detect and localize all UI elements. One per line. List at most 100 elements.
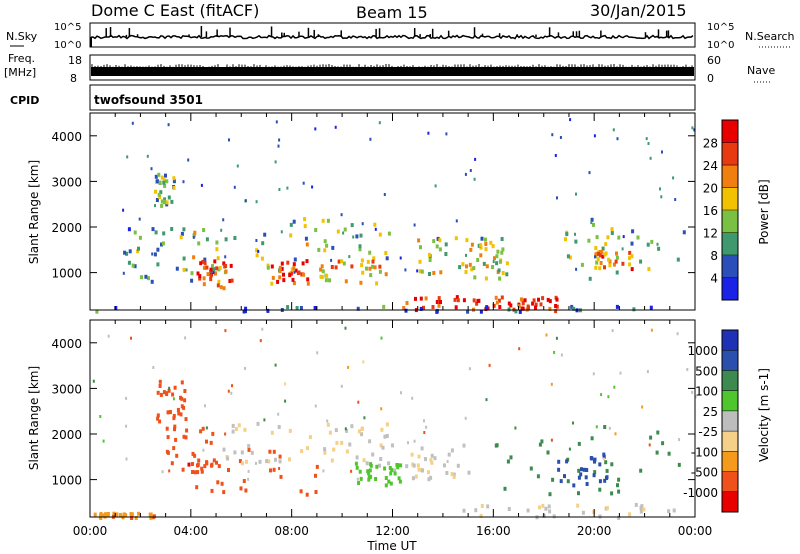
data-point: [342, 231, 345, 235]
data-point: [106, 512, 110, 516]
data-point: [577, 441, 581, 446]
data-point: [295, 306, 299, 310]
data-point: [288, 273, 292, 278]
data-point: [360, 258, 364, 263]
data-point: [352, 235, 355, 239]
data-point: [154, 230, 158, 235]
data-point: [216, 480, 220, 485]
data-point: [373, 222, 377, 227]
data-point: [628, 262, 632, 267]
nave-tick-top: 60: [707, 54, 721, 67]
data-point: [263, 232, 267, 237]
data-point: [179, 412, 183, 417]
data-point: [168, 469, 171, 473]
data-point: [303, 217, 307, 222]
data-point: [311, 185, 314, 189]
data-point: [595, 235, 599, 240]
data-point: [330, 265, 334, 269]
data-point: [540, 439, 544, 444]
data-point: [411, 396, 414, 400]
data-point: [274, 457, 277, 462]
data-point: [182, 180, 185, 184]
data-point: [267, 459, 271, 464]
data-point: [450, 472, 454, 477]
data-point: [198, 276, 202, 281]
data-point: [414, 296, 417, 301]
data-point: [391, 443, 394, 448]
data-point: [430, 453, 434, 458]
data-point: [619, 371, 622, 375]
data-point: [127, 227, 131, 232]
data-point: [446, 460, 449, 463]
data-point: [661, 441, 665, 446]
data-point: [606, 235, 610, 240]
data-point: [529, 466, 533, 471]
data-point: [428, 272, 431, 276]
velocity-frame: [89, 319, 696, 518]
nsearch-tick-bottom: 10^0: [707, 40, 734, 51]
data-point: [444, 242, 448, 247]
data-point: [464, 172, 467, 176]
data-point: [427, 252, 431, 257]
data-point: [172, 186, 176, 190]
data-point: [384, 272, 388, 277]
data-point: [450, 448, 454, 453]
data-point: [220, 481, 224, 486]
data-point: [435, 309, 439, 314]
velocity-colorbar-label: Velocity [m s-1]: [757, 368, 771, 462]
data-point: [360, 432, 364, 437]
data-point: [174, 437, 178, 442]
data-point: [672, 508, 676, 513]
data-point: [485, 398, 488, 402]
velocity-data-region: [92, 326, 697, 520]
data-point: [236, 164, 239, 168]
data-point: [261, 241, 265, 246]
data-point: [222, 218, 225, 222]
colorbar-segment: [722, 491, 738, 513]
data-point: [286, 260, 290, 265]
data-point: [419, 296, 423, 301]
data-point: [165, 426, 169, 431]
data-point: [589, 456, 593, 460]
data-point: [498, 259, 502, 264]
data-point: [263, 418, 266, 422]
data-point: [168, 410, 172, 414]
data-point: [587, 238, 591, 243]
colorbar-frame: [721, 329, 739, 513]
y-tick-label: 1000: [51, 474, 82, 488]
data-point: [617, 515, 621, 520]
data-point: [537, 297, 540, 302]
data-point: [322, 469, 325, 473]
data-point: [572, 306, 576, 311]
data-point: [166, 410, 170, 415]
data-point: [476, 258, 480, 262]
data-point: [598, 266, 602, 271]
data-point: [399, 463, 403, 468]
data-point: [579, 472, 583, 477]
data-point: [266, 308, 270, 313]
data-point: [616, 483, 619, 488]
data-point: [347, 365, 350, 369]
y-tick-label: 3000: [51, 382, 82, 396]
data-point: [276, 279, 280, 284]
data-point: [495, 443, 499, 448]
data-point: [468, 262, 472, 267]
data-point: [640, 504, 644, 509]
data-point: [598, 250, 602, 254]
data-point: [359, 280, 363, 285]
data-point: [305, 242, 309, 247]
data-point: [152, 514, 156, 519]
data-point: [358, 247, 362, 252]
data-point: [368, 468, 372, 473]
data-point: [650, 239, 654, 244]
data-point: [646, 242, 650, 247]
data-point: [489, 240, 493, 245]
data-point: [605, 475, 609, 480]
data-point: [641, 405, 644, 409]
data-point: [350, 469, 353, 473]
data-point: [277, 412, 280, 416]
data-point: [157, 172, 161, 177]
data-point: [545, 333, 548, 337]
data-point: [674, 198, 677, 201]
data-point: [350, 264, 354, 269]
